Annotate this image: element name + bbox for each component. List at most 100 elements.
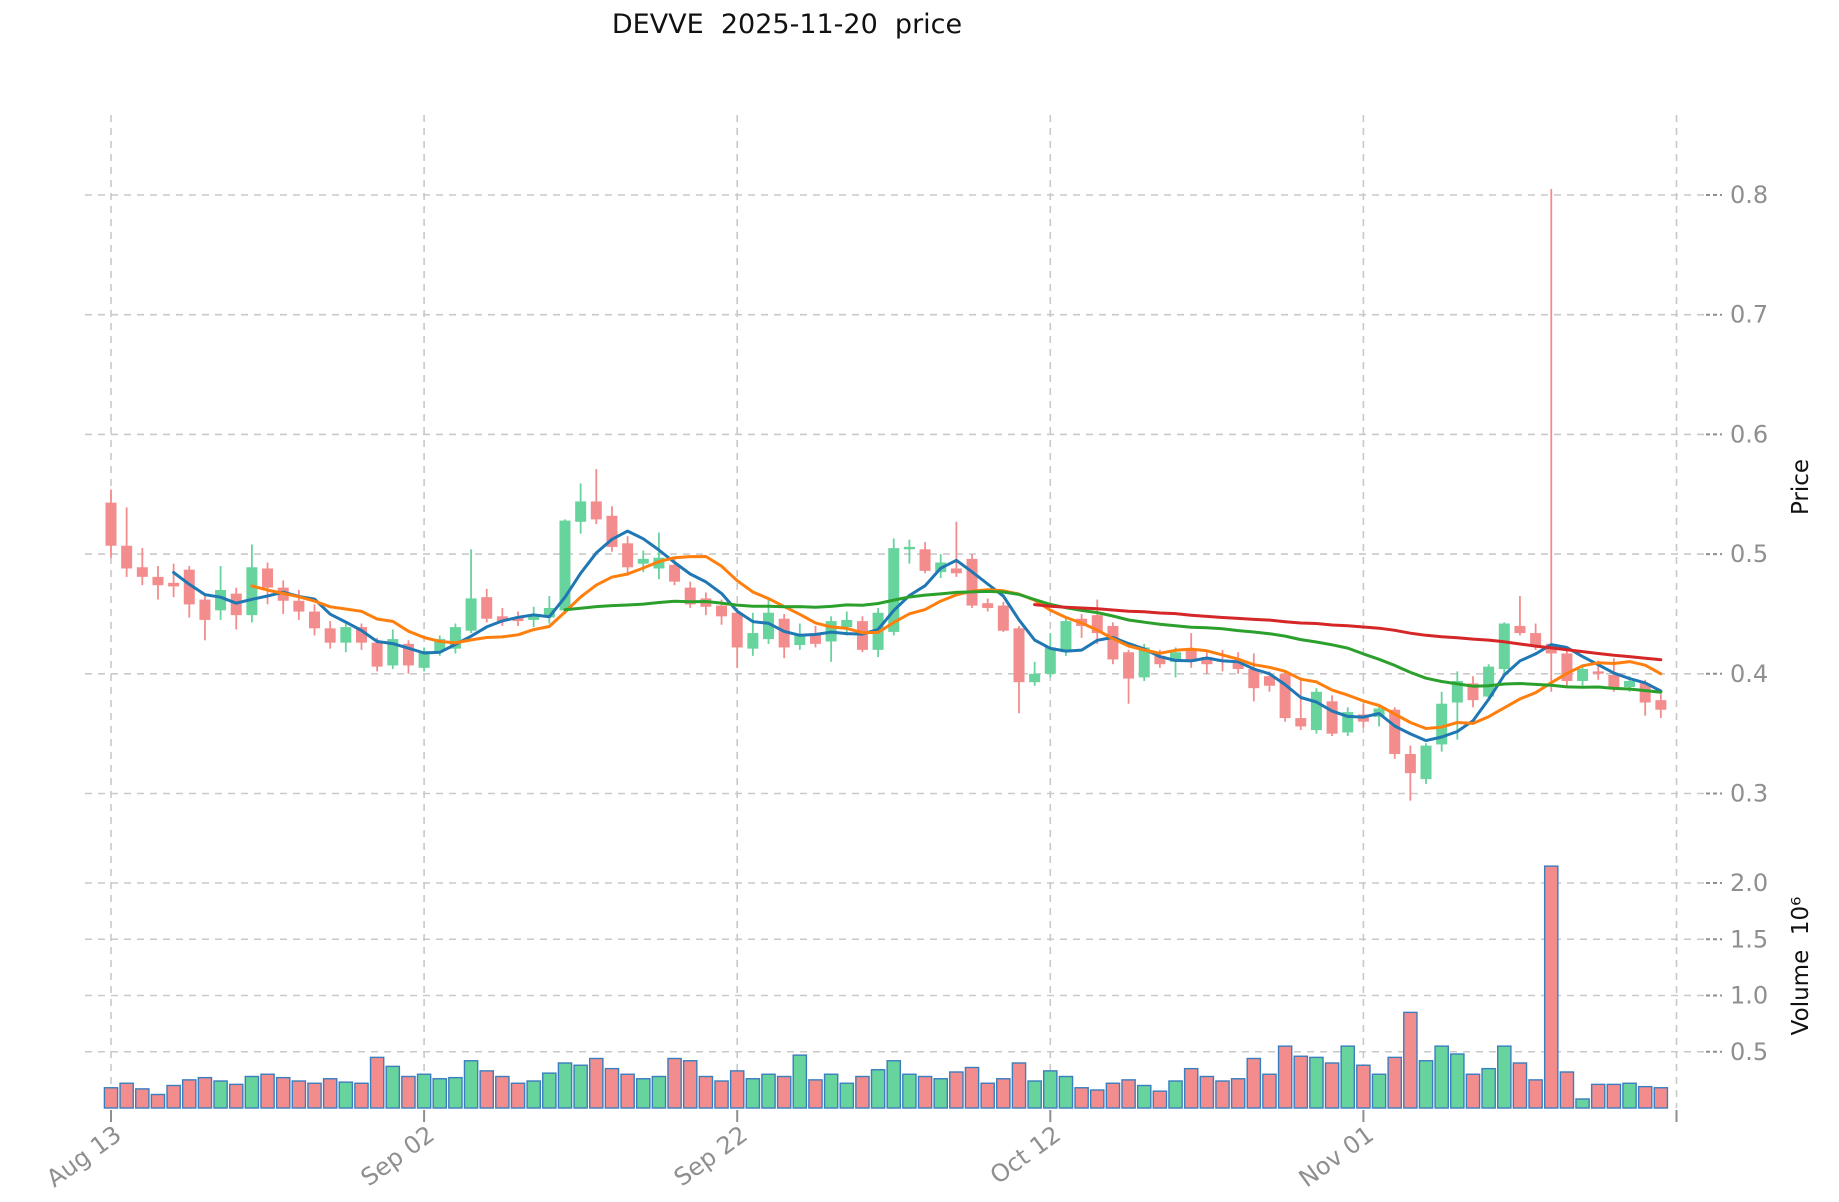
candle-body [590,501,602,520]
candle-body [966,558,978,606]
candle-body [528,615,540,620]
volume-bar [698,1075,714,1109]
candle [1295,677,1307,731]
volume-bar [1340,1045,1356,1109]
volume-bar [1309,1056,1324,1109]
candle [1044,633,1056,678]
candle-body [1029,673,1041,683]
candle [982,598,994,612]
candle-body [731,612,743,648]
candle [1123,649,1135,704]
volume-bar [839,1082,855,1109]
date-tick-label: Nov 01 [1294,1120,1379,1193]
candle-body [794,635,806,646]
candle-body [136,567,148,577]
candle [152,566,164,600]
price-tick-label: 0.6 [1730,420,1768,448]
volume-tick-label: 1.5 [1730,925,1768,953]
candle-body [1389,709,1401,754]
candle-body [1608,674,1620,689]
volume-bar [1011,1062,1027,1109]
volume-bar [1246,1057,1262,1109]
candle-body [1154,655,1166,665]
candle-body [1279,673,1291,719]
price-panel [105,189,1667,801]
candle [309,604,321,636]
volume-bar [1152,1090,1168,1109]
volume-bar [510,1082,526,1109]
volume-bar [1215,1080,1230,1109]
volume-bar [150,1093,166,1109]
candle-body [1107,625,1119,660]
candle-body [1060,621,1072,653]
candle [622,536,634,576]
volume-bar [1622,1082,1637,1109]
candle-body [246,567,258,616]
volume-bar [1199,1075,1215,1109]
candle-body [1310,691,1322,731]
candle-body [1138,647,1150,678]
volume-bar [448,1076,463,1109]
volume-panel [103,865,1669,1109]
volume-bar [870,1069,886,1109]
volume-bar [228,1083,244,1109]
candle-body [997,605,1009,631]
candle [371,637,383,672]
candle [449,623,461,654]
candle [653,532,665,580]
moving-average-lines [172,529,1663,743]
axis-ticks-and-labels: 0.8 0.7 0.6 0.5 0.4 0.3 2.0 1.5 1.0 0.5 Aug 13 Sep … [41,181,1768,1193]
candle [1013,625,1025,714]
candle [1545,189,1557,692]
candle [543,595,555,624]
volume-bar [307,1082,322,1109]
candle [340,622,352,653]
volume-bar [1105,1082,1121,1109]
candle-body [121,545,133,569]
candle-body [1342,712,1354,733]
candle-body [637,558,649,564]
volume-bar [1512,1062,1528,1109]
sma-60-line [1033,603,1663,662]
candle-body [716,605,728,617]
volume-bar [1074,1087,1089,1109]
candle-body [1091,615,1103,634]
candle [1091,599,1103,644]
candle [496,607,508,626]
candle-body [1232,660,1244,670]
candle-body [1483,666,1495,697]
volume-bar [776,1075,792,1109]
volume-bar [401,1075,416,1109]
candle [997,601,1009,632]
volume-bar [1606,1083,1622,1109]
candle-body [465,598,477,631]
volume-bar [1543,865,1559,1109]
candle-body [199,599,211,620]
candle [387,629,399,670]
volume-tick-label: 0.5 [1730,1038,1768,1066]
candle [277,580,289,614]
candle-body [1248,669,1260,689]
volume-axis-title: Volume 10⁶ [1788,897,1814,1036]
volume-bar [714,1080,729,1109]
candle [825,616,837,662]
candle-body [1530,633,1542,647]
candle [465,549,477,634]
candle [700,592,712,616]
candle [1029,661,1041,686]
candle-body [1467,683,1479,701]
volume-bar [1277,1045,1293,1109]
volume-bar [275,1076,291,1109]
sma-10-line [250,555,1663,730]
volume-bar [808,1079,823,1109]
volume-bar [369,1056,385,1109]
candle [528,606,540,628]
volume-bar [526,1080,541,1109]
volume-bar [1465,1073,1481,1109]
candle-body [371,642,383,667]
candle [575,483,587,534]
candle [121,507,133,577]
volume-bar [1136,1084,1152,1109]
volume-bar [604,1067,620,1109]
